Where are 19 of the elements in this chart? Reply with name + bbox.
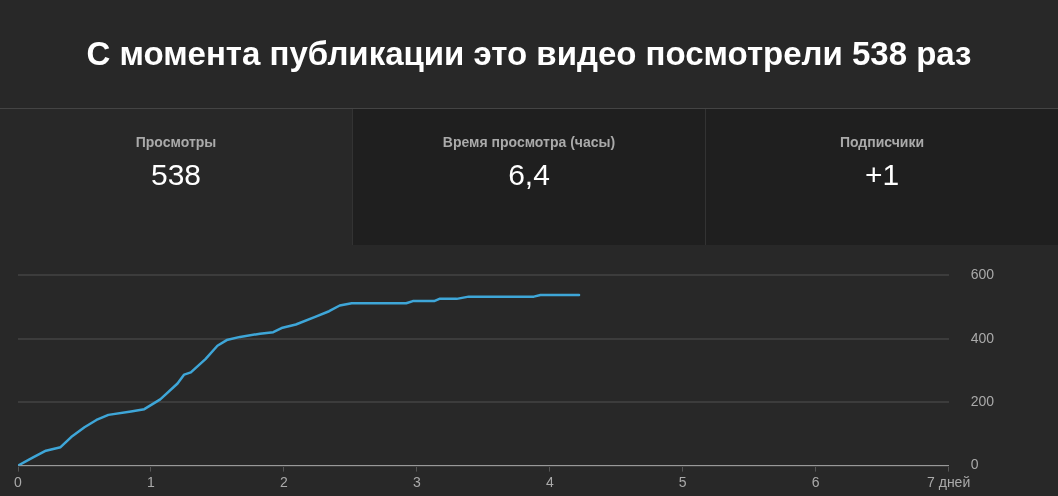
text: 538 xyxy=(149,158,203,192)
y-tick-label: 200 xyxy=(970,393,995,410)
text: Просмотры xyxy=(134,134,218,150)
x-tick-label: 0 xyxy=(14,473,23,490)
text: +1 xyxy=(863,158,901,192)
text: 6,4 xyxy=(507,158,551,192)
x-tick-label: 1 xyxy=(147,473,156,490)
text: С момента публикации это видео посмотрели 538 раз xyxy=(0,0,1058,109)
text: Время просмотра (часы) xyxy=(441,134,617,150)
x-tick-label: 2 xyxy=(280,473,288,490)
y-tick-label: 400 xyxy=(970,329,995,346)
y-tick-label: 600 xyxy=(970,266,995,283)
x-tick-label: 5 xyxy=(678,473,687,490)
y-tick-label: 0 xyxy=(970,456,979,473)
text: Подписчики xyxy=(838,134,926,150)
x-tick-label: 6 xyxy=(811,473,820,490)
x-tick-label: 7 дней xyxy=(927,473,971,490)
x-tick-label: 3 xyxy=(412,473,421,490)
x-tick-label: 4 xyxy=(545,473,554,490)
